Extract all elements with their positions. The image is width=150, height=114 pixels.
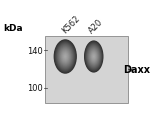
- Ellipse shape: [54, 40, 77, 74]
- Ellipse shape: [63, 54, 67, 60]
- Ellipse shape: [92, 53, 96, 61]
- Text: K562: K562: [60, 13, 82, 35]
- Ellipse shape: [65, 56, 66, 58]
- Ellipse shape: [86, 45, 101, 69]
- Ellipse shape: [59, 48, 71, 66]
- Bar: [45, 36, 128, 103]
- Ellipse shape: [58, 47, 72, 67]
- Text: kDa: kDa: [3, 24, 23, 33]
- Text: 100: 100: [27, 84, 43, 93]
- Ellipse shape: [91, 53, 96, 61]
- Ellipse shape: [63, 53, 68, 61]
- Ellipse shape: [85, 43, 102, 71]
- Ellipse shape: [62, 52, 69, 62]
- Ellipse shape: [56, 44, 74, 70]
- Ellipse shape: [89, 49, 99, 65]
- Ellipse shape: [61, 51, 69, 63]
- Ellipse shape: [84, 41, 104, 73]
- Ellipse shape: [88, 48, 99, 66]
- Ellipse shape: [55, 42, 76, 72]
- Ellipse shape: [64, 55, 67, 59]
- Ellipse shape: [57, 46, 73, 68]
- Ellipse shape: [90, 51, 98, 63]
- Ellipse shape: [59, 48, 72, 66]
- Ellipse shape: [60, 49, 70, 65]
- Ellipse shape: [85, 42, 103, 72]
- Text: A20: A20: [87, 17, 105, 35]
- Ellipse shape: [86, 44, 102, 70]
- Ellipse shape: [57, 45, 74, 69]
- Ellipse shape: [90, 52, 97, 62]
- Ellipse shape: [92, 54, 95, 60]
- Ellipse shape: [93, 55, 95, 59]
- Text: Daxx: Daxx: [123, 65, 150, 74]
- Ellipse shape: [56, 43, 75, 71]
- Ellipse shape: [54, 41, 76, 73]
- Text: 140: 140: [27, 47, 43, 56]
- Ellipse shape: [93, 56, 94, 58]
- Ellipse shape: [89, 50, 98, 64]
- Ellipse shape: [87, 46, 100, 68]
- Ellipse shape: [87, 45, 101, 69]
- Ellipse shape: [88, 47, 100, 67]
- Ellipse shape: [61, 50, 70, 64]
